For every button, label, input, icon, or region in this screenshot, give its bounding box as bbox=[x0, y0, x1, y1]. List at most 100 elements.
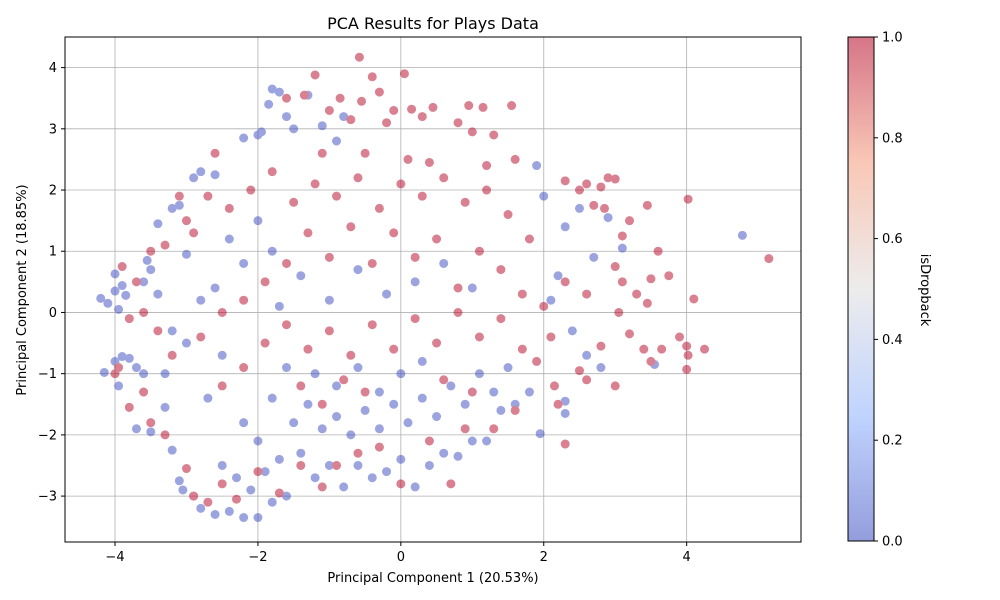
data-point-non-dropback bbox=[474, 369, 484, 379]
data-point-non-dropback bbox=[582, 350, 592, 360]
data-point-non-dropback bbox=[467, 436, 477, 446]
data-point-dropback bbox=[617, 277, 627, 287]
data-point-dropback bbox=[560, 439, 570, 449]
data-point-non-dropback bbox=[374, 424, 384, 434]
data-point-dropback bbox=[324, 105, 334, 115]
data-point-non-dropback bbox=[546, 295, 556, 305]
data-point-non-dropback bbox=[167, 445, 177, 455]
data-point-non-dropback bbox=[257, 127, 267, 137]
data-point-dropback bbox=[317, 399, 327, 409]
data-point-non-dropback bbox=[453, 451, 463, 461]
data-point-dropback bbox=[335, 93, 345, 103]
data-point-dropback bbox=[446, 479, 456, 489]
data-point-dropback bbox=[203, 191, 213, 201]
x-tick-label: −2 bbox=[248, 550, 267, 565]
data-point-non-dropback bbox=[203, 393, 213, 403]
data-point-non-dropback bbox=[114, 381, 124, 391]
data-point-non-dropback bbox=[410, 482, 420, 492]
data-point-dropback bbox=[267, 167, 277, 177]
x-tick-label: 2 bbox=[540, 550, 548, 565]
data-point-dropback bbox=[596, 341, 606, 351]
data-point-dropback bbox=[653, 246, 663, 256]
data-point-dropback bbox=[489, 130, 499, 140]
data-point-non-dropback bbox=[217, 350, 227, 360]
data-point-dropback bbox=[114, 363, 124, 373]
data-point-non-dropback bbox=[239, 513, 249, 523]
data-point-dropback bbox=[224, 203, 234, 213]
data-point-dropback bbox=[417, 191, 427, 201]
data-point-non-dropback bbox=[524, 387, 534, 397]
data-point-dropback bbox=[582, 179, 592, 189]
data-point-dropback bbox=[303, 228, 313, 238]
data-point-dropback bbox=[482, 161, 492, 171]
y-tick-label: 2 bbox=[49, 184, 57, 199]
data-point-dropback bbox=[324, 326, 334, 336]
data-point-dropback bbox=[532, 356, 542, 366]
data-point-dropback bbox=[124, 314, 134, 324]
y-tick-label: 0 bbox=[49, 306, 57, 321]
data-point-non-dropback bbox=[589, 252, 599, 262]
data-point-dropback bbox=[289, 197, 299, 207]
data-point-dropback bbox=[683, 194, 693, 204]
y-tick-label: −1 bbox=[38, 367, 57, 382]
data-point-non-dropback bbox=[217, 460, 227, 470]
colorbar-label: isDropback bbox=[917, 254, 932, 327]
data-point-dropback bbox=[253, 467, 263, 477]
data-point-dropback bbox=[517, 289, 527, 299]
data-point-dropback bbox=[646, 356, 656, 366]
data-point-dropback bbox=[460, 424, 470, 434]
data-point-dropback bbox=[432, 338, 442, 348]
y-tick-label: −2 bbox=[38, 428, 57, 443]
data-point-non-dropback bbox=[539, 191, 549, 201]
data-point-dropback bbox=[478, 102, 488, 112]
data-point-non-dropback bbox=[503, 363, 513, 373]
data-point-dropback bbox=[260, 277, 270, 287]
data-point-non-dropback bbox=[296, 448, 306, 458]
data-point-dropback bbox=[646, 274, 656, 284]
y-axis-ticks: −3 −2 −1 0 1 2 3 4 bbox=[38, 61, 65, 505]
data-point-non-dropback bbox=[310, 369, 320, 379]
data-point-non-dropback bbox=[382, 467, 392, 477]
data-point-dropback bbox=[389, 344, 399, 354]
data-point-non-dropback bbox=[253, 216, 263, 226]
data-point-non-dropback bbox=[99, 367, 109, 377]
chart-title: PCA Results for Plays Data bbox=[327, 14, 539, 33]
data-point-non-dropback bbox=[410, 277, 420, 287]
data-point-dropback bbox=[560, 176, 570, 186]
data-point-non-dropback bbox=[153, 219, 163, 229]
data-point-dropback bbox=[549, 381, 559, 391]
data-point-dropback bbox=[303, 344, 313, 354]
data-point-dropback bbox=[675, 332, 685, 342]
data-point-non-dropback bbox=[231, 473, 241, 483]
data-point-dropback bbox=[625, 216, 635, 226]
data-point-dropback bbox=[464, 101, 474, 111]
data-point-dropback bbox=[453, 283, 463, 293]
data-point-dropback bbox=[339, 375, 349, 385]
data-point-dropback bbox=[367, 258, 377, 268]
data-point-non-dropback bbox=[417, 393, 427, 403]
x-axis-ticks: −4 −2 0 2 4 bbox=[105, 542, 691, 565]
data-point-non-dropback bbox=[446, 381, 456, 391]
data-point-dropback bbox=[496, 314, 506, 324]
data-point-dropback bbox=[683, 350, 693, 360]
data-point-dropback bbox=[474, 246, 484, 256]
data-point-dropback bbox=[424, 157, 434, 167]
data-point-dropback bbox=[231, 494, 241, 504]
data-point-dropback bbox=[642, 298, 652, 308]
data-point-non-dropback bbox=[532, 161, 542, 171]
data-point-dropback bbox=[146, 418, 156, 428]
data-point-non-dropback bbox=[574, 203, 584, 213]
colorbar-tick-label: 0.0 bbox=[882, 535, 903, 550]
data-point-non-dropback bbox=[567, 326, 577, 336]
data-point-dropback bbox=[174, 191, 184, 201]
data-point-dropback bbox=[410, 252, 420, 262]
colorbar-ticks: 0.0 0.2 0.4 0.6 0.8 1.0 bbox=[874, 31, 903, 550]
data-point-dropback bbox=[617, 231, 627, 241]
data-point-dropback bbox=[657, 344, 667, 354]
data-point-dropback bbox=[524, 234, 534, 244]
data-point-dropback bbox=[489, 424, 499, 434]
data-point-dropback bbox=[353, 448, 363, 458]
x-axis-label: Principal Component 1 (20.53%) bbox=[327, 571, 538, 586]
data-point-dropback bbox=[453, 118, 463, 128]
